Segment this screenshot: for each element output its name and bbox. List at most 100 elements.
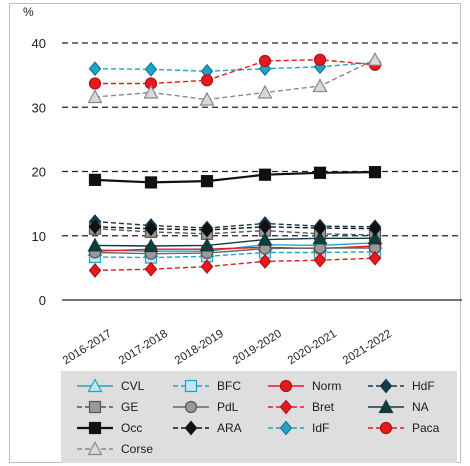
point-occ [200, 175, 214, 188]
series-line-occ [94, 171, 376, 184]
series-na [87, 230, 383, 253]
point-occ [144, 176, 158, 189]
series-layer [87, 51, 383, 278]
legend-label: ARA [217, 421, 242, 435]
x-tick-label: 2016-2017 [61, 328, 114, 367]
y-tick-label: 0 [39, 293, 46, 308]
legend-item-corse: Corse [75, 440, 153, 458]
series-line-ge [94, 228, 376, 236]
point-bret [258, 254, 272, 269]
legend-marker [379, 421, 393, 435]
series-line-bfc [94, 251, 376, 259]
legend-label: HdF [412, 379, 435, 393]
series-line-bret [94, 257, 376, 272]
point-ara [144, 221, 158, 237]
point-na [87, 237, 103, 252]
series-line-corse [94, 59, 376, 101]
point-corse [367, 51, 383, 66]
legend-item-norm: Norm [266, 377, 341, 395]
legend-marker [379, 378, 393, 394]
legend-swatch [268, 399, 304, 415]
legend-swatch [368, 399, 404, 414]
legend-marker [88, 400, 102, 414]
legend-item-ara: ARA [171, 419, 242, 437]
legend-label: IdF [312, 421, 330, 435]
legend-marker [279, 399, 293, 415]
y-tick-label: 20 [32, 165, 46, 180]
legend-swatch [77, 441, 113, 456]
legend-item-idf: IdF [266, 419, 329, 437]
legend-swatch [173, 400, 209, 414]
point-bret [313, 252, 327, 268]
legend-label: Bret [312, 400, 335, 414]
point-bret [144, 261, 158, 277]
point-corse [199, 91, 215, 106]
point-occ [88, 173, 102, 186]
legend-swatch [77, 378, 113, 393]
point-na [199, 237, 215, 252]
legend-marker [87, 441, 103, 456]
legend-marker [87, 378, 103, 393]
x-tick-label: 2021-2022 [341, 328, 394, 367]
point-occ [258, 168, 272, 181]
legend-label: PdL [217, 400, 239, 414]
legend-marker [378, 399, 394, 414]
legend-item-bret: Bret [266, 398, 334, 416]
point-na [312, 230, 328, 245]
series-line-ara [94, 226, 376, 231]
legend-item-bfc: BFC [171, 377, 241, 395]
legend: CVL BFC Norm HdF GE PdL Bret NA Occ ARA IdF Paca Cor… [61, 371, 457, 463]
legend-label: Corse [121, 442, 154, 456]
point-na [143, 238, 159, 253]
legend-marker [184, 420, 198, 436]
point-paca [200, 74, 214, 87]
series-occ [88, 166, 382, 189]
legend-item-cvl: CVL [75, 377, 144, 395]
point-corse [87, 89, 103, 104]
legend-item-paca: Paca [366, 419, 439, 437]
legend-item-ge: GE [75, 398, 138, 416]
legend-label: Occ [121, 421, 143, 435]
point-idf [88, 61, 102, 77]
y-tick-label: 40 [32, 36, 46, 51]
legend-swatch [368, 421, 404, 435]
legend-swatch [173, 420, 209, 436]
x-tick-label: 2019-2020 [231, 328, 284, 367]
legend-item-pdl: PdL [171, 398, 238, 416]
legend-item-hdf: HdF [366, 377, 435, 395]
legend-label: GE [121, 400, 139, 414]
point-corse [257, 84, 273, 99]
point-idf [258, 61, 272, 77]
legend-label: CVL [121, 379, 145, 393]
point-na [257, 231, 273, 246]
legend-swatch [268, 379, 304, 393]
point-ara [200, 222, 214, 238]
y-axis-unit-label: % [23, 5, 34, 19]
x-tick-label: 2017-2018 [117, 328, 170, 367]
legend-item-occ: Occ [75, 419, 142, 437]
point-na [367, 230, 383, 245]
legend-marker [279, 379, 293, 393]
legend-swatch [77, 421, 113, 435]
point-ara [258, 219, 272, 235]
legend-item-na: NA [366, 398, 429, 416]
legend-swatch [368, 378, 404, 394]
point-ara [368, 221, 382, 237]
legend-label: Norm [312, 379, 342, 393]
series-line-pdl [94, 247, 375, 255]
series-idf [88, 54, 382, 79]
point-ara [313, 220, 327, 236]
series-line-hdf [94, 220, 376, 229]
point-ara [88, 219, 102, 235]
point-paca [88, 77, 102, 90]
legend-marker [279, 420, 293, 436]
y-tick-label: 30 [32, 100, 46, 115]
point-corse [143, 84, 159, 99]
point-corse [312, 78, 328, 93]
point-occ [313, 166, 327, 179]
legend-swatch [268, 420, 304, 436]
point-idf [144, 61, 158, 77]
series-paca [88, 53, 382, 90]
point-bret [368, 250, 382, 266]
